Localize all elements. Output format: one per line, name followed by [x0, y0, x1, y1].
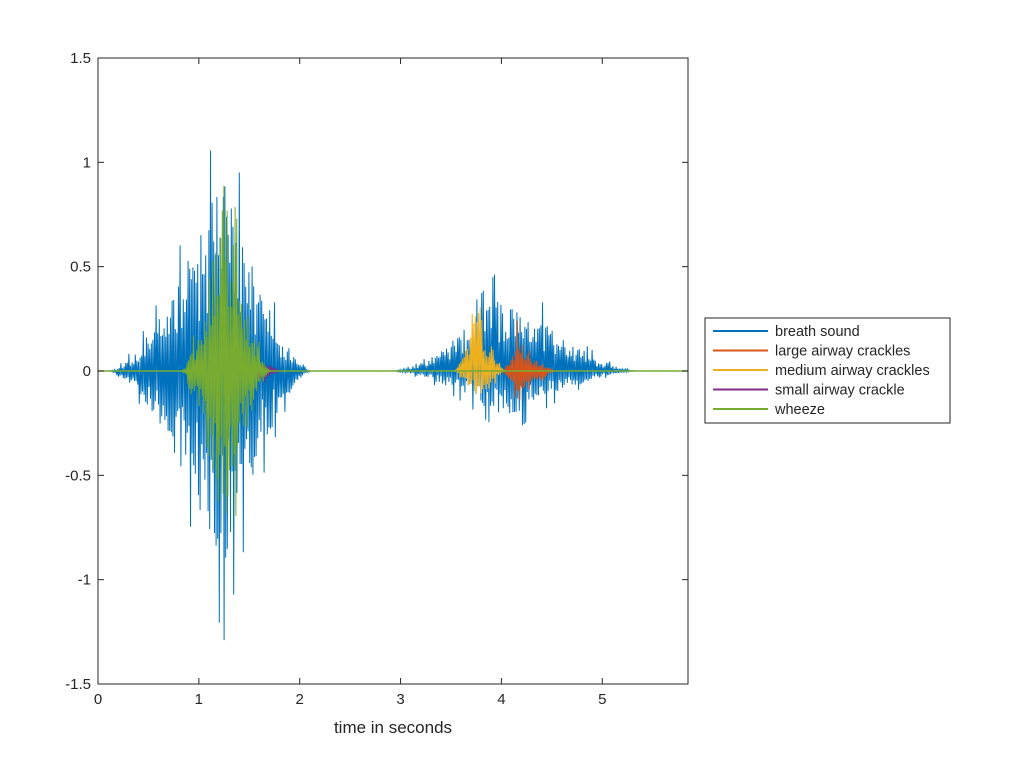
y-tick-label: -1 — [78, 572, 91, 589]
legend-label-breath-sound: breath sound — [775, 324, 860, 340]
legend-label-wheeze: wheeze — [774, 402, 825, 418]
legend-label-small-airway-crackle: small airway crackle — [775, 383, 905, 399]
y-tick-label: 0.5 — [70, 259, 91, 276]
series-line-large-airway-crackles — [501, 320, 558, 401]
x-tick-label: 2 — [296, 691, 304, 708]
y-tick-label: -1.5 — [65, 676, 91, 693]
y-tick-label: 1 — [83, 154, 91, 171]
x-tick-label: 4 — [497, 691, 505, 708]
plot-traces — [98, 150, 688, 641]
y-tick-label: -0.5 — [65, 467, 91, 484]
series-wheeze — [180, 185, 272, 517]
series-line-wheeze — [180, 185, 272, 517]
series-line-medium-airway-crackles — [452, 307, 507, 395]
x-tick-label: 1 — [195, 691, 203, 708]
x-tick-label: 0 — [94, 691, 102, 708]
x-tick-label: 3 — [396, 691, 404, 708]
x-axis-label: time in seconds — [334, 718, 452, 737]
y-tick-label: 1.5 — [70, 50, 91, 67]
legend-label-large-airway-crackles: large airway crackles — [775, 344, 910, 360]
legend-label-medium-airway-crackles: medium airway crackles — [775, 363, 930, 379]
axis-ticks: 0 1 2 3 4 5 1.5 1 0.5 0 -0.5 -1 -1.5 — [65, 50, 688, 708]
x-tick-label: 5 — [598, 691, 606, 708]
legend: breath sound large airway crackles medium … — [704, 317, 951, 424]
series-medium-airway-crackles — [452, 307, 507, 395]
y-tick-label: 0 — [83, 363, 91, 380]
series-large-airway-crackles — [501, 320, 558, 401]
